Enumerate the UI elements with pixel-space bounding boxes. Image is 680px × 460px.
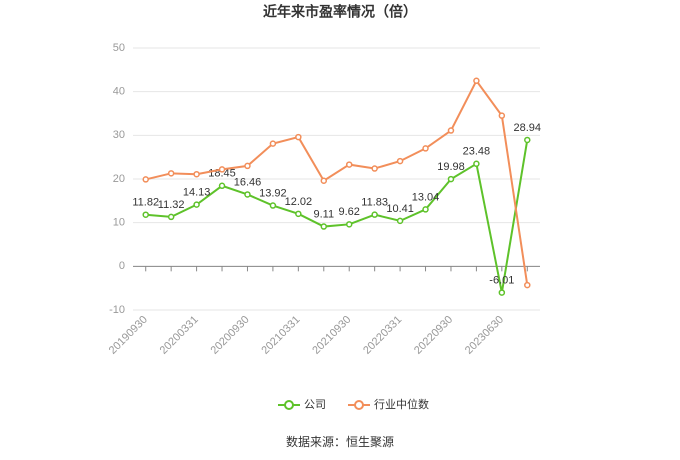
- point: [218, 166, 226, 173]
- x-tick-label: 20200331: [158, 314, 201, 357]
- point: [295, 210, 302, 218]
- point: [447, 175, 455, 183]
- y-tick-label: -10: [109, 304, 125, 316]
- x-tick-label: 20220331: [361, 314, 404, 357]
- point: [218, 182, 226, 190]
- series-line: [145, 78, 529, 286]
- point: [524, 281, 531, 289]
- point: [320, 177, 328, 184]
- point: [371, 211, 378, 218]
- point: [422, 145, 429, 152]
- point: [295, 133, 302, 141]
- x-tick-label: 20230630: [463, 314, 506, 357]
- chart-title: 近年来市盈率情况（倍）: [263, 4, 417, 20]
- point: [320, 223, 328, 230]
- data-label: 10.41: [386, 203, 414, 215]
- data-label: -6.01: [489, 274, 514, 286]
- point: [193, 201, 200, 208]
- point: [244, 162, 251, 170]
- x-tick-label: 20220930: [412, 314, 455, 357]
- series-line: [145, 139, 529, 293]
- data-label: 11.32: [158, 199, 185, 211]
- point: [167, 213, 175, 221]
- data-label: 13.04: [412, 191, 440, 203]
- legend-marker: [284, 400, 294, 410]
- point: [371, 165, 378, 172]
- legend-marker: [354, 400, 364, 410]
- legend-label: 行业中位数: [374, 397, 429, 411]
- point: [244, 191, 251, 198]
- data-label: 11.83: [361, 197, 388, 209]
- point: [269, 140, 277, 147]
- y-tick-label: 30: [113, 129, 125, 141]
- point: [498, 289, 506, 296]
- x-tick-label: 20210930: [310, 314, 353, 357]
- point: [142, 211, 149, 218]
- data-label: 14.13: [183, 187, 211, 199]
- data-label: 11.82: [132, 197, 159, 209]
- x-tick-label: 20200930: [209, 314, 252, 357]
- y-tick-label: 10: [113, 217, 125, 229]
- point: [345, 161, 353, 168]
- source: 数据来源：恒生聚源: [286, 434, 394, 449]
- point: [473, 160, 480, 168]
- y-tick-label: 40: [113, 86, 125, 98]
- data-label: 19.98: [437, 161, 465, 173]
- point: [498, 112, 506, 119]
- point: [167, 170, 175, 177]
- point: [142, 176, 149, 183]
- data-label: 23.48: [463, 146, 491, 158]
- legend-label: 公司: [304, 399, 326, 411]
- data-label: 13.92: [259, 187, 287, 199]
- point: [193, 170, 200, 178]
- data-label: 9.62: [339, 206, 360, 218]
- point: [269, 202, 277, 209]
- point: [473, 77, 480, 84]
- data-label: 28.94: [514, 122, 542, 134]
- y-tick-label: 20: [113, 173, 125, 185]
- x-tick-label: 20190930: [107, 314, 150, 357]
- point: [345, 221, 353, 228]
- point: [422, 206, 429, 213]
- y-tick-label: 50: [113, 42, 125, 54]
- x-tick-label: 20210331: [259, 314, 302, 357]
- point: [524, 136, 531, 144]
- point: [396, 157, 404, 165]
- data-label: 12.02: [285, 196, 313, 208]
- data-label: 16.46: [234, 176, 262, 188]
- point: [447, 127, 455, 134]
- point: [396, 217, 404, 225]
- data-label: 9.11: [313, 208, 334, 220]
- y-tick-label: 0: [119, 260, 125, 272]
